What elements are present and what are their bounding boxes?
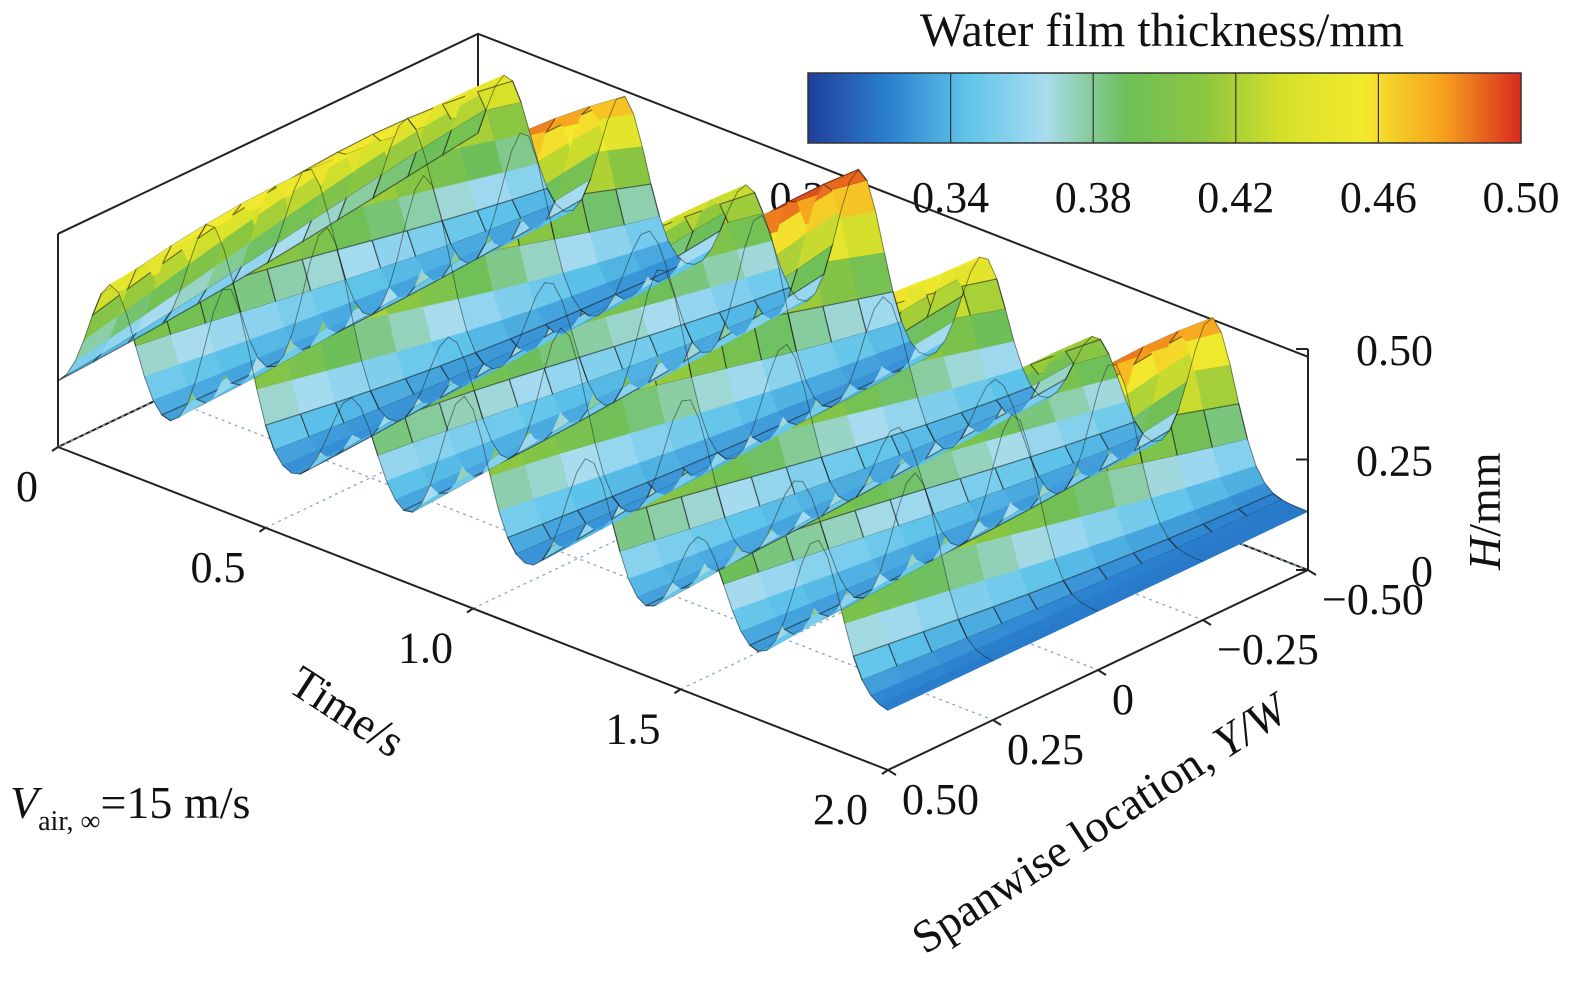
spanwise-tick-label: −0.50 bbox=[1322, 575, 1424, 624]
time-tick-mark bbox=[51, 446, 59, 452]
air-velocity-annotation: Vair, ∞=15 m/s bbox=[10, 777, 250, 837]
colorbar: Water film thickness/mm 0.300.340.380.42… bbox=[770, 4, 1560, 222]
height-axis-title: H/mm bbox=[1459, 452, 1510, 571]
height-axis-title-unit: /mm bbox=[1459, 452, 1510, 537]
height-tick-label: 0.25 bbox=[1356, 437, 1433, 486]
height-axis-ticks: 0 0.25 0.50 bbox=[1296, 326, 1433, 596]
time-axis-ticks: 0 0.5 1.0 1.5 2.0 bbox=[16, 446, 889, 834]
colorbar-bar bbox=[807, 72, 1522, 144]
spanwise-tick-label: −0.25 bbox=[1217, 625, 1319, 674]
time-tick-label: 2.0 bbox=[813, 785, 868, 834]
water-film-surface bbox=[57, 74, 1309, 711]
surface-mesh-line bbox=[162, 223, 994, 662]
time-tick-label: 0.5 bbox=[191, 543, 246, 592]
annotation-subscript: air, ∞ bbox=[38, 806, 100, 837]
spanwise-tick-mark bbox=[1307, 569, 1317, 576]
height-tick-label: 0 bbox=[1411, 547, 1433, 596]
spanwise-axis-ticks: −0.50−0.25 0 0.25 0.50 bbox=[887, 569, 1424, 824]
height-axis-title-italic: H bbox=[1459, 534, 1510, 571]
colorbar-tick-label: 0.42 bbox=[1197, 173, 1274, 222]
time-tick-mark bbox=[673, 688, 682, 695]
spanwise-tick-mark bbox=[992, 719, 1002, 726]
time-tick-label: 1.5 bbox=[606, 704, 661, 753]
spanwise-tick-mark bbox=[887, 769, 897, 776]
surface-mesh-line bbox=[372, 117, 1204, 562]
colorbar-tick-label: 0.34 bbox=[912, 173, 989, 222]
colorbar-tick-label: 0.38 bbox=[1055, 173, 1132, 222]
time-tick-mark bbox=[881, 769, 889, 775]
time-tick-label: 0 bbox=[16, 462, 38, 511]
annotation-suffix: =15 m/s bbox=[100, 777, 250, 828]
surface-mesh-line bbox=[57, 283, 889, 711]
surface-mesh-line bbox=[267, 168, 1099, 612]
spanwise-tick-mark bbox=[1097, 669, 1107, 676]
spanwise-tick-label: 0.25 bbox=[1007, 725, 1084, 774]
colorbar-tick-label: 0.50 bbox=[1483, 173, 1560, 222]
surface-mesh-line bbox=[477, 74, 1309, 512]
spanwise-tick-label: 0 bbox=[1112, 675, 1134, 724]
spanwise-tick-label: 0.50 bbox=[902, 775, 979, 824]
colorbar-tick-label: 0.46 bbox=[1340, 173, 1417, 222]
time-tick-mark bbox=[258, 526, 267, 533]
time-tick-label: 1.0 bbox=[398, 624, 453, 673]
annotation-prefix: V bbox=[10, 777, 43, 828]
height-tick-label: 0.50 bbox=[1356, 326, 1433, 375]
colorbar-title: Water film thickness/mm bbox=[920, 4, 1404, 57]
spanwise-tick-mark bbox=[1202, 619, 1212, 626]
time-axis-title: Time/s bbox=[281, 656, 415, 767]
time-tick-mark bbox=[466, 607, 474, 614]
colorbar-ticks: 0.300.340.380.420.460.50 bbox=[770, 73, 1560, 222]
